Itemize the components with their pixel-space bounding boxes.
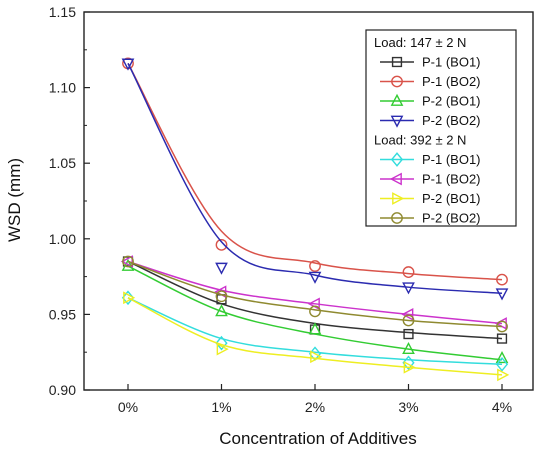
y-tick-label: 1.05	[49, 155, 76, 171]
y-tick-label: 1.10	[49, 80, 76, 96]
data-point	[215, 238, 228, 251]
data-point	[121, 58, 135, 71]
legend-entry-label: P-1 (BO1)	[422, 152, 481, 167]
data-point	[402, 355, 415, 371]
data-point	[215, 335, 228, 351]
x-tick-label: 3%	[398, 399, 418, 415]
series-group	[121, 290, 509, 372]
legend-group-title: Load: 392 ± 2 N	[374, 133, 466, 148]
legend: Load: 147 ± 2 N P-1 (BO1) P-1 (BO2) P-2 (BO…	[365, 29, 517, 227]
legend-marker	[391, 212, 403, 224]
data-point	[402, 266, 415, 278]
series-group	[121, 58, 509, 301]
legend-marker	[390, 152, 404, 167]
data-point	[497, 368, 510, 382]
axes: 0.90 0.95 1.00 1.05 1.10 1.15 0% 1% 2% 3% 4%	[49, 4, 534, 415]
data-point	[308, 322, 322, 335]
legend-entry-label: P-1 (BO2)	[422, 172, 481, 187]
y-tick-label: 0.90	[49, 382, 76, 398]
series-line	[127, 260, 503, 325]
legend-entry-label: P-2 (BO2)	[422, 211, 481, 226]
x-axis-title: Concentration of Additives	[219, 429, 417, 448]
series-line	[127, 260, 503, 328]
data-point	[495, 351, 509, 364]
data-point	[309, 305, 321, 318]
legend-marker	[389, 172, 402, 186]
y-axis-title: WSD (mm)	[5, 158, 24, 242]
data-point	[123, 291, 136, 305]
y-tick-label: 1.00	[49, 231, 76, 247]
data-point	[215, 290, 228, 303]
legend-marker	[392, 192, 405, 205]
data-point	[496, 333, 508, 344]
legend-group-title: Load: 147 ± 2 N	[374, 35, 466, 50]
data-point	[215, 262, 228, 275]
legend-entry-label: P-1 (BO2)	[422, 74, 481, 89]
data-point	[402, 282, 415, 295]
x-tick-label: 2%	[305, 399, 325, 415]
series-line	[127, 63, 503, 294]
data-point	[310, 350, 323, 364]
data-point	[403, 328, 414, 340]
series-group	[123, 291, 510, 382]
data-point	[402, 341, 415, 355]
legend-marker	[390, 115, 404, 128]
data-point	[403, 360, 416, 374]
data-point	[495, 288, 509, 301]
data-point	[402, 314, 415, 327]
legend-entry-label: P-2 (BO1)	[422, 191, 481, 206]
x-tick-label: 0%	[118, 399, 138, 415]
legend-marker	[391, 56, 403, 68]
series-group	[122, 57, 508, 286]
data-point	[309, 260, 321, 272]
x-tick-label: 1%	[211, 399, 231, 415]
data-point	[308, 271, 322, 284]
data-point	[122, 255, 134, 268]
legend-marker	[391, 75, 403, 88]
y-tick-label: 0.95	[49, 306, 76, 322]
data-point	[215, 304, 228, 317]
legend-entry-label: P-2 (BO2)	[422, 113, 481, 128]
legend-entry-label: P-1 (BO1)	[422, 55, 481, 70]
y-tick-label: 1.15	[49, 4, 76, 20]
data-point	[216, 342, 229, 356]
data-point	[496, 320, 508, 333]
data-point	[401, 308, 414, 321]
x-tick-label: 4%	[492, 399, 512, 415]
data-point	[495, 356, 509, 372]
series-line	[127, 297, 503, 376]
data-point	[120, 255, 133, 268]
series-line	[127, 297, 503, 366]
series-group	[122, 255, 508, 333]
plot-area	[120, 57, 510, 382]
series-line	[127, 63, 503, 281]
legend-marker	[390, 93, 404, 106]
data-point	[496, 273, 508, 286]
legend-entry-label: P-2 (BO1)	[422, 94, 481, 109]
